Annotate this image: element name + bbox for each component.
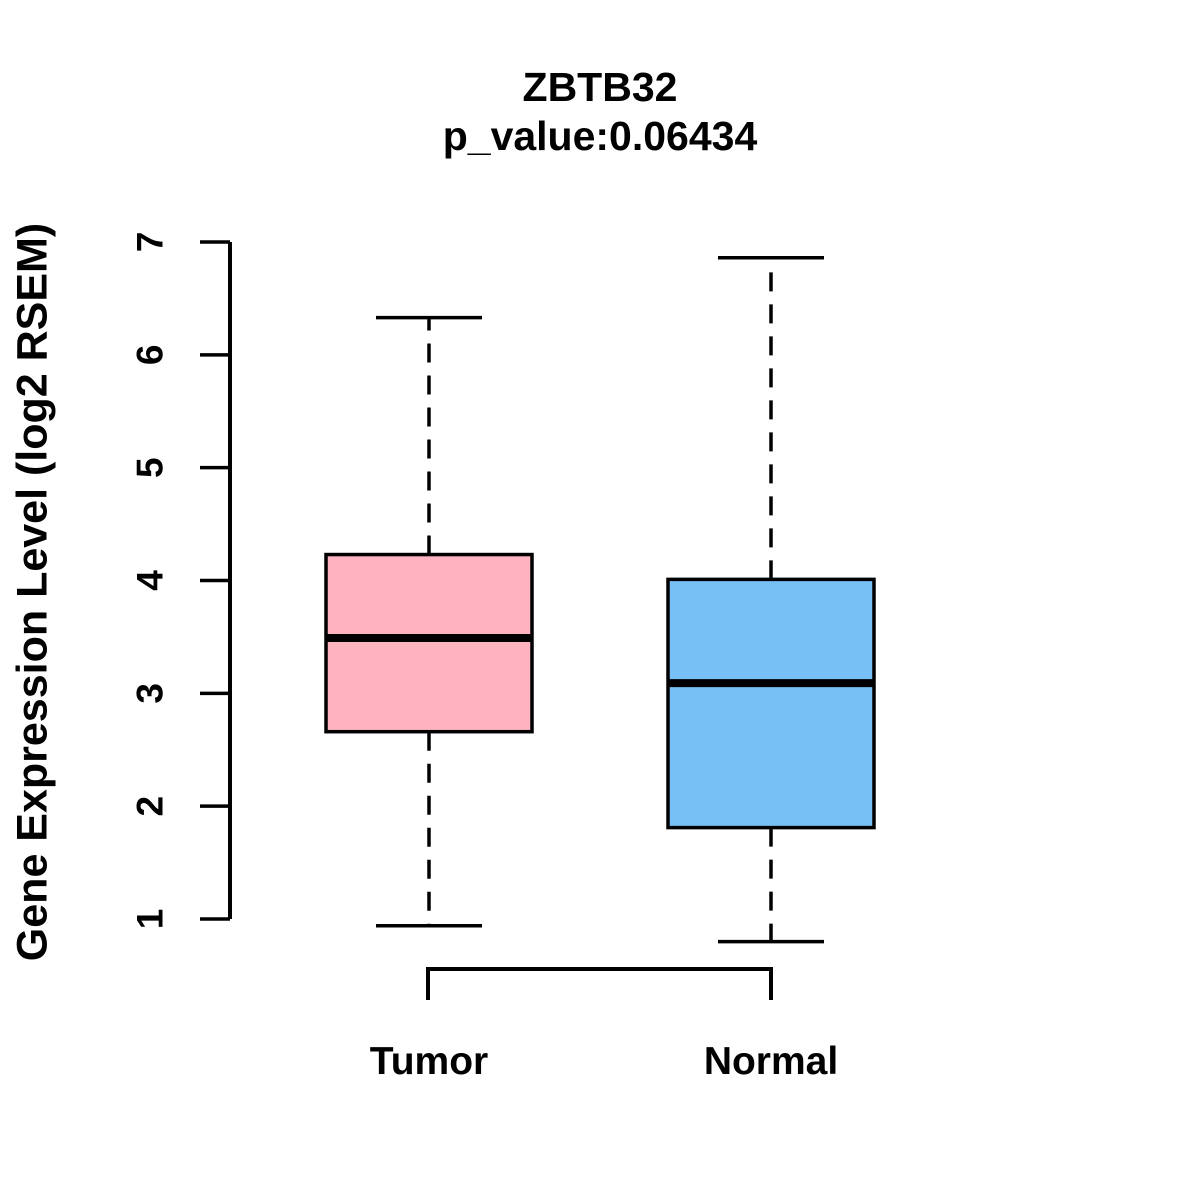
iqr-box-tumor	[324, 552, 534, 734]
y-tick-label: 7	[130, 232, 171, 253]
y-axis-label: Gene Expression Level (log2 RSEM)	[8, 222, 57, 962]
chart-subtitle: p_value:0.06434	[442, 113, 758, 159]
y-tick-label: 2	[130, 796, 171, 817]
y-tick-label: 1	[130, 909, 171, 930]
x-tick-label-tumor: Tumor	[370, 1040, 488, 1083]
x-tick-label-normal: Normal	[704, 1040, 838, 1083]
y-tick-label: 6	[130, 345, 171, 366]
x-axis-bracket	[426, 967, 773, 1000]
y-tick-label: 3	[130, 683, 171, 704]
y-tick-label: 5	[130, 457, 171, 478]
iqr-box-normal	[666, 577, 876, 830]
chart-title: ZBTB32	[522, 64, 678, 110]
y-tick-label: 4	[130, 570, 171, 591]
